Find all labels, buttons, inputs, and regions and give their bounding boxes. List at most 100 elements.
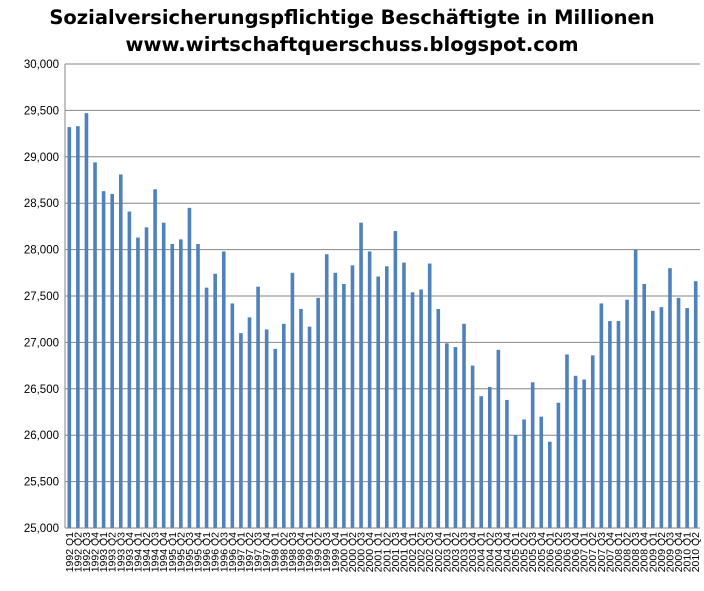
bar — [273, 348, 278, 528]
x-tick-label: 2004 Q1 — [476, 532, 488, 572]
bar — [590, 355, 595, 528]
x-tick-label: 2009 Q2 — [656, 532, 668, 572]
bar — [445, 343, 449, 528]
bar — [402, 262, 406, 528]
bar — [582, 379, 586, 528]
x-tick-label: 1995 Q2 — [175, 532, 187, 572]
x-tick-label: 2001 Q3 — [390, 532, 402, 572]
bar — [419, 289, 423, 528]
x-tick-label: 1995 Q3 — [184, 532, 196, 572]
x-tick-label: 2003 Q2 — [450, 532, 462, 572]
x-tick-label: 2005 Q1 — [510, 532, 522, 572]
bar — [693, 281, 698, 528]
x-tick-label: 2007 Q2 — [587, 532, 599, 572]
x-tick-label: 2006 Q1 — [544, 532, 556, 572]
x-tick-label: 1998 Q2 — [278, 532, 290, 572]
x-tick-label: 1997 Q1 — [235, 532, 247, 572]
bar — [522, 419, 526, 528]
x-tick-label: 2007 Q1 — [579, 532, 591, 572]
bar — [668, 268, 672, 528]
x-tick-label: 1996 Q1 — [201, 532, 213, 572]
x-tick-label: 1995 Q1 — [167, 532, 179, 572]
x-tick-label: 2003 Q3 — [459, 532, 471, 572]
x-tick-label: 1993 Q1 — [98, 532, 110, 572]
x-tick-label: 2008 Q1 — [613, 532, 625, 572]
x-tick-label: 2007 Q4 — [604, 532, 616, 572]
bar — [393, 231, 398, 529]
x-tick-label: 1997 Q2 — [244, 532, 256, 572]
y-tick-label: 26,000 — [24, 430, 59, 442]
bar — [659, 307, 664, 528]
bar — [230, 303, 235, 528]
x-tick-label: 2006 Q3 — [561, 532, 573, 572]
bar — [359, 222, 363, 529]
x-tick-label: 2005 Q3 — [527, 532, 539, 572]
bar — [136, 237, 140, 528]
bar — [196, 244, 200, 529]
x-tick-label: 2000 Q1 — [338, 532, 350, 572]
bar — [496, 349, 501, 528]
x-tick-label: 2010 Q1 — [682, 532, 694, 572]
bar — [384, 266, 389, 528]
bars — [67, 113, 698, 529]
x-tick-label: 2000 Q2 — [347, 532, 359, 572]
x-tick-label: 2008 Q2 — [622, 532, 634, 572]
x-tick-label: 2002 Q4 — [433, 532, 445, 572]
x-tick-label: 2002 Q3 — [424, 532, 436, 572]
x-tick-label: 2003 Q1 — [441, 532, 453, 572]
bar — [616, 321, 621, 528]
y-tick-label: 25,500 — [24, 477, 59, 489]
bar — [539, 416, 544, 528]
x-tick-label: 1999 Q1 — [304, 532, 316, 572]
x-tick-label: 1996 Q4 — [227, 532, 239, 572]
bar — [221, 251, 226, 528]
x-tick-label: 2004 Q2 — [484, 532, 496, 572]
bar — [93, 162, 97, 529]
x-tick-label: 2008 Q4 — [639, 532, 651, 572]
x-tick-label: 1996 Q3 — [218, 532, 230, 572]
x-tick-label: 1995 Q4 — [193, 532, 205, 572]
bar — [642, 283, 647, 528]
x-tick-label: 1992 Q1 — [64, 532, 76, 572]
y-axis-tick-labels: 25,000 25,500 26,000 26,500 27,000 27,500 28,0… — [24, 59, 59, 535]
x-tick-label: 1998 Q1 — [270, 532, 282, 572]
x-tick-label: 1993 Q3 — [115, 532, 127, 572]
x-tick-label: 2006 Q4 — [570, 532, 582, 572]
bar — [84, 113, 89, 529]
bar — [410, 292, 415, 528]
bar — [427, 263, 432, 528]
y-tick-label: 28,000 — [24, 245, 59, 257]
x-tick-label: 1994 Q1 — [132, 532, 144, 572]
bar — [685, 308, 689, 528]
bar — [324, 254, 329, 529]
bar — [462, 323, 466, 528]
chart-title: Sozialversicherungspflichtige Beschäftig… — [49, 6, 655, 29]
bar — [453, 347, 458, 528]
x-tick-label: 2001 Q2 — [381, 532, 393, 572]
bar — [118, 174, 123, 528]
x-tick-label: 2000 Q3 — [356, 532, 368, 572]
bar — [376, 276, 381, 528]
x-tick-label: 1993 Q4 — [124, 532, 136, 572]
bar — [170, 244, 175, 529]
x-tick-label: 2008 Q3 — [630, 532, 642, 572]
x-tick-label: 1996 Q2 — [210, 532, 222, 572]
chart-subtitle: www.wirtschaftquerschuss.blogspot.com — [125, 33, 579, 56]
bar — [153, 189, 157, 528]
bar — [436, 308, 441, 528]
x-tick-label: 2003 Q4 — [467, 532, 479, 572]
bar — [76, 126, 80, 529]
x-tick-label: 2004 Q3 — [493, 532, 505, 572]
bar — [470, 365, 475, 528]
bar — [599, 303, 604, 528]
y-tick-label: 29,500 — [24, 105, 59, 117]
bar — [256, 286, 260, 528]
x-tick-label: 1994 Q4 — [158, 532, 170, 572]
x-tick-label: 1998 Q3 — [287, 532, 299, 572]
y-tick-label: 26,500 — [24, 384, 59, 396]
x-tick-label: 1992 Q2 — [72, 532, 84, 572]
bar — [487, 386, 492, 528]
y-tick-label: 29,000 — [24, 152, 59, 164]
